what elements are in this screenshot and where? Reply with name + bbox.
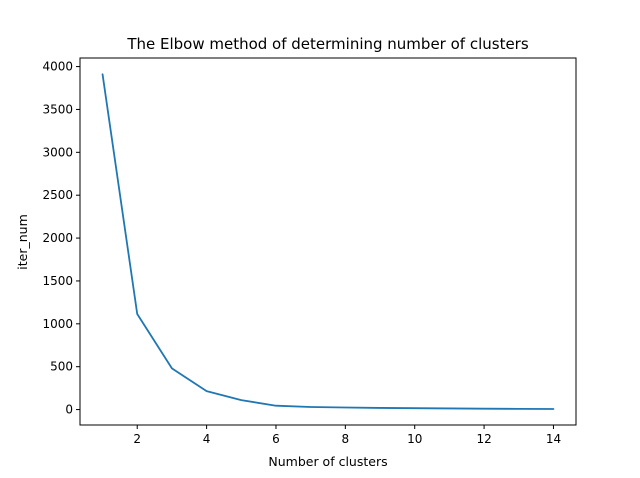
y-tick-label: 3000 (42, 145, 73, 159)
y-tick-label: 1500 (42, 274, 73, 288)
plot-frame (79, 57, 577, 426)
y-axis: 0 500 1000 1500 2000 2500 3000 3500 4000 (42, 60, 80, 417)
x-tick-label: 12 (476, 432, 491, 446)
y-tick-label: 2000 (42, 231, 73, 245)
y-axis-label: iter_num (15, 214, 30, 269)
x-tick-label: 8 (342, 432, 350, 446)
plot-area (101, 73, 555, 410)
chart-title: The Elbow method of determining number o… (126, 35, 529, 53)
y-tick-label: 4000 (42, 60, 73, 74)
y-tick-label: 0 (65, 403, 73, 417)
x-axis-label: Number of clusters (268, 454, 387, 469)
x-tick-label: 14 (546, 432, 561, 446)
y-tick-label: 500 (50, 360, 73, 374)
y-tick-label: 2500 (42, 188, 73, 202)
x-axis: 2 4 6 8 10 12 14 (133, 425, 561, 446)
x-tick-label: 6 (272, 432, 280, 446)
series-line-0 (101, 73, 555, 410)
y-tick-label: 3500 (42, 102, 73, 116)
x-tick-label: 10 (407, 432, 422, 446)
x-tick-label: 2 (133, 432, 141, 446)
y-tick-label: 1000 (42, 317, 73, 331)
x-tick-label: 4 (203, 432, 211, 446)
